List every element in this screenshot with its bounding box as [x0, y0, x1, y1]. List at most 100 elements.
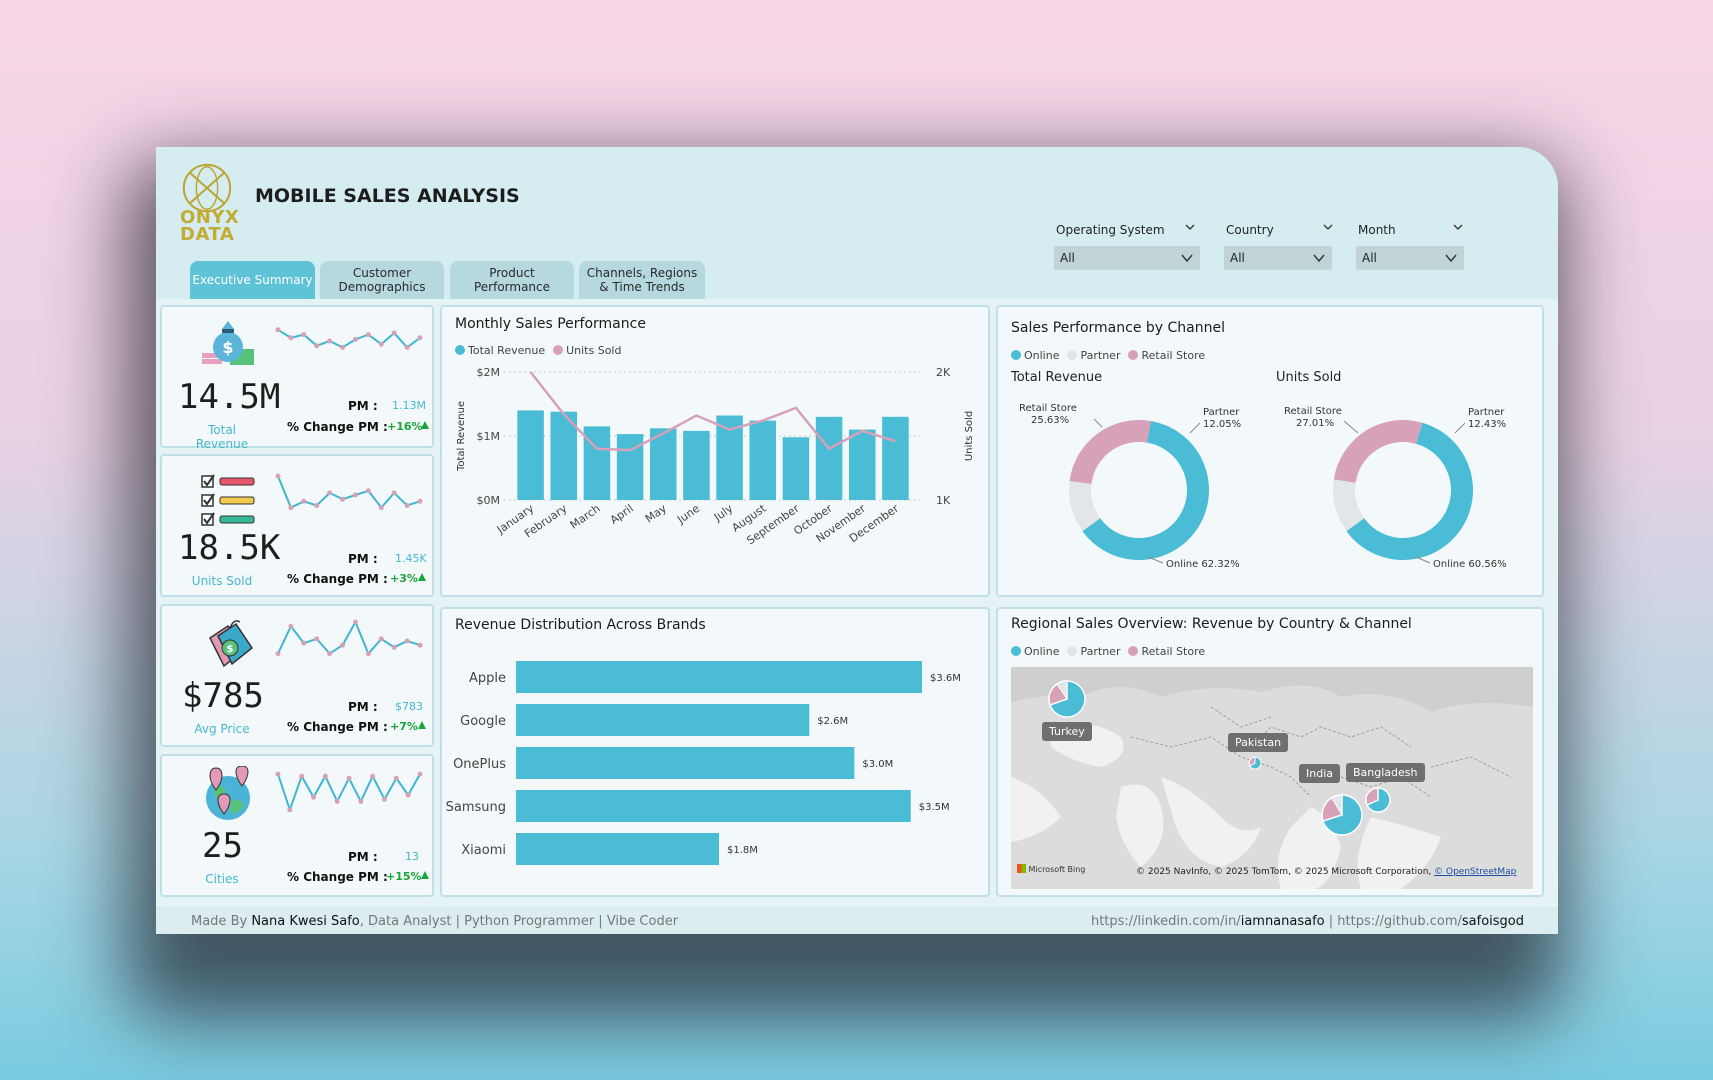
- sparkline-point: [352, 619, 358, 625]
- filter-country-select[interactable]: All: [1224, 246, 1332, 270]
- map-label-bangladesh: Bangladesh: [1346, 763, 1425, 782]
- legend-item-partner[interactable]: Partner: [1067, 349, 1120, 362]
- donut-label: 27.01%: [1296, 418, 1334, 429]
- cities-sparkline: [275, 771, 423, 813]
- legend-item-retail[interactable]: Retail Store: [1128, 349, 1205, 362]
- kpi-label: Avg Price: [194, 722, 250, 736]
- legend-item-online[interactable]: Online: [1011, 645, 1059, 658]
- regional-sales-card: Regional Sales Overview: Revenue by Coun…: [996, 607, 1544, 897]
- revenue-bar: [815, 416, 843, 500]
- kpi-card-units[interactable]: 18.5K Units Sold PM : 1.45K % Change PM …: [160, 454, 434, 597]
- x-tick-label: May: [643, 502, 669, 526]
- turkey-pie[interactable]: [1043, 675, 1091, 723]
- sparkline-point: [417, 498, 423, 504]
- brand-bar: [516, 833, 719, 865]
- legend-dot: [1067, 350, 1078, 360]
- sparkline-point: [378, 505, 384, 511]
- revenue-donut: [1069, 420, 1209, 560]
- india-pie[interactable]: [1318, 791, 1366, 839]
- donut-label: Retail Store: [1284, 406, 1342, 417]
- brand-value-label: $2.6M: [817, 716, 848, 727]
- filter-label-text: Month: [1358, 223, 1396, 237]
- tab-label: Channels, Regions: [586, 266, 698, 280]
- legend-item-units[interactable]: Units Sold: [553, 344, 621, 357]
- sparkline-point: [301, 640, 307, 646]
- brand-bar: [516, 704, 810, 736]
- sparkline-point: [275, 651, 281, 657]
- price-tag-icon: $: [209, 620, 254, 668]
- sparkline-point: [340, 496, 346, 502]
- filter-os-select[interactable]: All: [1054, 246, 1200, 270]
- sparkline-point: [370, 773, 376, 779]
- sparkline-point: [417, 642, 423, 648]
- legend-item-revenue[interactable]: Total Revenue: [455, 344, 545, 357]
- map-background: [1011, 667, 1533, 889]
- units-donut: [1333, 420, 1473, 560]
- brand-label: Samsung: [446, 800, 506, 815]
- link-prefix: https://github.com/: [1337, 914, 1462, 929]
- donut-label: Partner: [1468, 407, 1505, 418]
- revenue-bar: [550, 411, 578, 500]
- regional-map[interactable]: Turkey Pakistan India Bangladesh: [1011, 667, 1533, 889]
- legend-label: Units Sold: [566, 344, 622, 357]
- page-title: MOBILE SALES ANALYSIS: [255, 185, 520, 207]
- linkedin-link[interactable]: https://linkedin.com/in/iamnanasafo: [1091, 914, 1325, 929]
- up-arrow-icon: [418, 573, 426, 581]
- tab-label: Demographics: [338, 280, 426, 294]
- revenue-bar: [782, 437, 810, 500]
- github-link[interactable]: https://github.com/safoisgod: [1337, 914, 1524, 929]
- sparkline-point: [352, 336, 358, 342]
- donut-label: 25.63%: [1031, 415, 1069, 426]
- sparkline-point: [378, 636, 384, 642]
- donut-label: 12.43%: [1468, 419, 1506, 430]
- kpi-card-revenue[interactable]: $ 14.5M Total Revenue PM : 1.13M % Chang…: [160, 305, 434, 451]
- bangladesh-pie[interactable]: [1363, 785, 1393, 815]
- tab-executive-summary[interactable]: Executive Summary: [190, 261, 315, 299]
- legend-label: Retail Store: [1141, 645, 1206, 658]
- revenue-bar: [882, 416, 909, 500]
- separator: |: [1324, 914, 1338, 929]
- tab-product-performance[interactable]: Product Performance: [450, 261, 574, 299]
- legend-item-partner[interactable]: Partner: [1067, 645, 1120, 658]
- revenue-sparkline: [275, 327, 423, 350]
- brand-label: Google: [460, 714, 506, 729]
- filter-month-label[interactable]: Month: [1358, 223, 1468, 237]
- pct-change-label: % Change PM :: [287, 572, 388, 586]
- kpi-card-avg-price[interactable]: $ $785 Avg Price PM : $783 % Change PM :…: [160, 604, 434, 747]
- sparkline-point: [340, 344, 346, 350]
- revenue-bar: [683, 430, 710, 500]
- filter-country-label[interactable]: Country: [1226, 223, 1336, 237]
- sparkline-point: [314, 636, 320, 642]
- sparkline-point: [327, 651, 333, 657]
- y2-axis-label: Units Sold: [964, 411, 975, 461]
- sparkline-point: [275, 473, 281, 479]
- tab-label: Performance: [473, 280, 551, 294]
- sparkline-point: [417, 771, 423, 777]
- tab-channels-regions[interactable]: Channels, Regions & Time Trends: [579, 261, 705, 299]
- pm-value: 1.45K: [395, 552, 427, 565]
- brand-bar: [516, 790, 911, 822]
- kpi-label: Total Revenue: [195, 423, 249, 451]
- kpi-card-cities[interactable]: 25 Cities PM : 13 % Change PM : +15%: [160, 754, 434, 897]
- filter-month-select[interactable]: All: [1356, 246, 1464, 270]
- filter-label-text: Country: [1226, 223, 1274, 237]
- tab-customer-demographics[interactable]: Customer Demographics: [320, 261, 444, 299]
- donut-slice: [1333, 479, 1365, 532]
- sparkline-point: [322, 773, 328, 779]
- osm-link[interactable]: © OpenStreetMap: [1434, 867, 1517, 877]
- legend-label: Online: [1024, 645, 1060, 658]
- link-user: iamnanasafo: [1240, 914, 1325, 929]
- pakistan-pie[interactable]: [1247, 755, 1263, 771]
- logo-text-line-1: ONYX: [180, 207, 240, 228]
- sparkline-point: [288, 335, 294, 341]
- sparkline-point: [365, 488, 371, 494]
- sparkline-point: [404, 503, 410, 508]
- legend-dot: [1128, 350, 1139, 360]
- filter-os-label[interactable]: Operating System: [1056, 223, 1196, 237]
- footer-credit: Made By Nana Kwesi Safo, Data Analyst | …: [191, 914, 678, 929]
- pm-label: PM :: [348, 399, 378, 413]
- legend-item-online[interactable]: Online: [1011, 349, 1059, 362]
- legend-item-retail[interactable]: Retail Store: [1128, 645, 1205, 658]
- channel-performance-card: Sales Performance by Channel Online Part…: [996, 305, 1544, 597]
- sparkline-point: [382, 796, 387, 802]
